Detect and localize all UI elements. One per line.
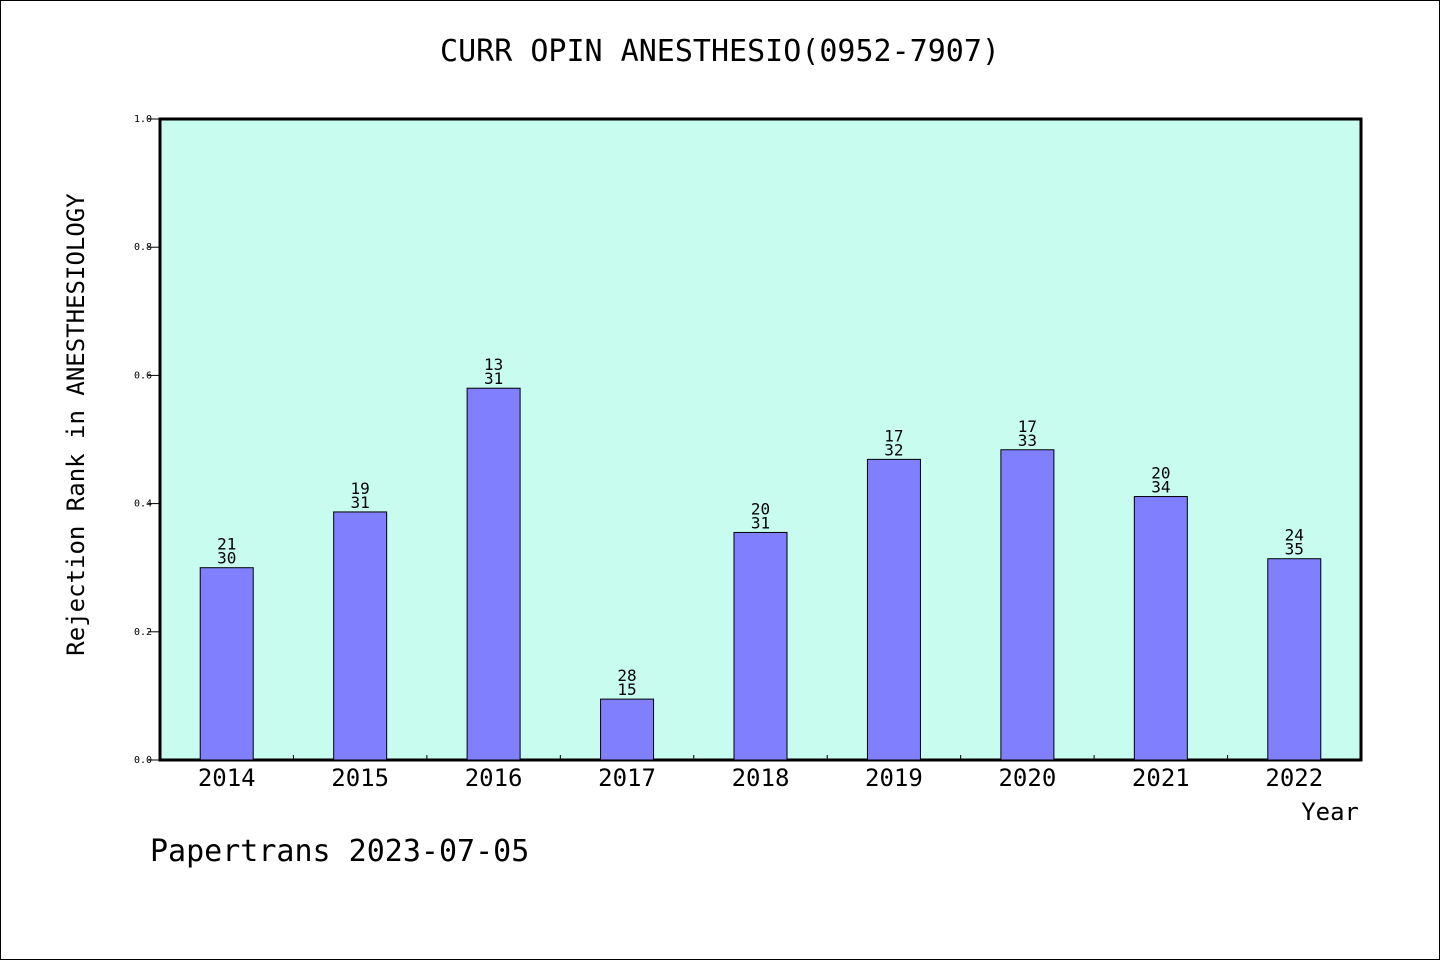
bar	[466, 387, 521, 761]
bar	[600, 698, 655, 761]
x-tick-label: 2021	[1132, 764, 1190, 792]
y-tick-label: 0.6	[134, 370, 152, 381]
y-axis-label: Rejection Rank in ANESTHESIOLOGY	[62, 193, 90, 656]
y-tick-label: 1.0	[134, 114, 152, 125]
bar-label-top: 20	[751, 499, 770, 518]
chart-title: CURR OPIN ANESTHESIO(0952-7907)	[440, 34, 1000, 69]
bar-label-bottom: 35	[1285, 540, 1304, 559]
bar-label-top: 21	[217, 535, 236, 554]
bar	[733, 531, 788, 761]
bar-label-top: 17	[884, 426, 903, 445]
y-tick-label: 0.8	[134, 242, 152, 253]
bar-label-bottom: 34	[1151, 478, 1170, 497]
bar	[333, 511, 388, 761]
x-tick-label: 2015	[331, 764, 389, 792]
x-tick-label: 2018	[732, 764, 790, 792]
bar-label-bottom: 30	[217, 549, 236, 568]
x-tick-label: 2014	[198, 764, 256, 792]
bar-label-bottom: 31	[751, 513, 770, 532]
bar	[1000, 449, 1055, 761]
x-axis-label: Year	[1301, 798, 1359, 826]
x-tick-label: 2020	[998, 764, 1056, 792]
y-tick-label: 0.0	[134, 755, 152, 766]
footer-credit: Papertrans 2023-07-05	[150, 834, 530, 869]
y-tick-label: 0.2	[134, 627, 152, 638]
bar	[1133, 496, 1188, 761]
bar	[1267, 558, 1322, 761]
bar-label-top: 17	[1018, 417, 1037, 436]
bar-label-top: 28	[617, 666, 636, 685]
x-axis-ticks: 2014 2015 2016 2017 2018 2019 2020 2021 2022	[198, 755, 1323, 792]
bar-label-top: 13	[484, 355, 503, 374]
bar	[199, 567, 254, 761]
x-tick-label: 2022	[1265, 764, 1323, 792]
bar-label-bottom: 32	[884, 440, 903, 459]
bar-label-top: 24	[1285, 526, 1304, 545]
bar-label-bottom: 33	[1018, 431, 1037, 450]
bar-label-bottom: 15	[617, 680, 636, 699]
bar	[866, 458, 921, 761]
bar-label-top: 20	[1151, 464, 1170, 483]
x-tick-label: 2017	[598, 764, 656, 792]
y-axis-ticks: 0.0 0.2 0.4 0.6 0.8 1.0	[134, 114, 160, 766]
bar-label-bottom: 31	[351, 493, 370, 512]
y-tick-label: 0.4	[134, 499, 152, 510]
x-tick-label: 2019	[865, 764, 923, 792]
x-tick-label: 2016	[465, 764, 523, 792]
bar-label-bottom: 31	[484, 369, 503, 388]
bar-label-top: 19	[351, 479, 370, 498]
